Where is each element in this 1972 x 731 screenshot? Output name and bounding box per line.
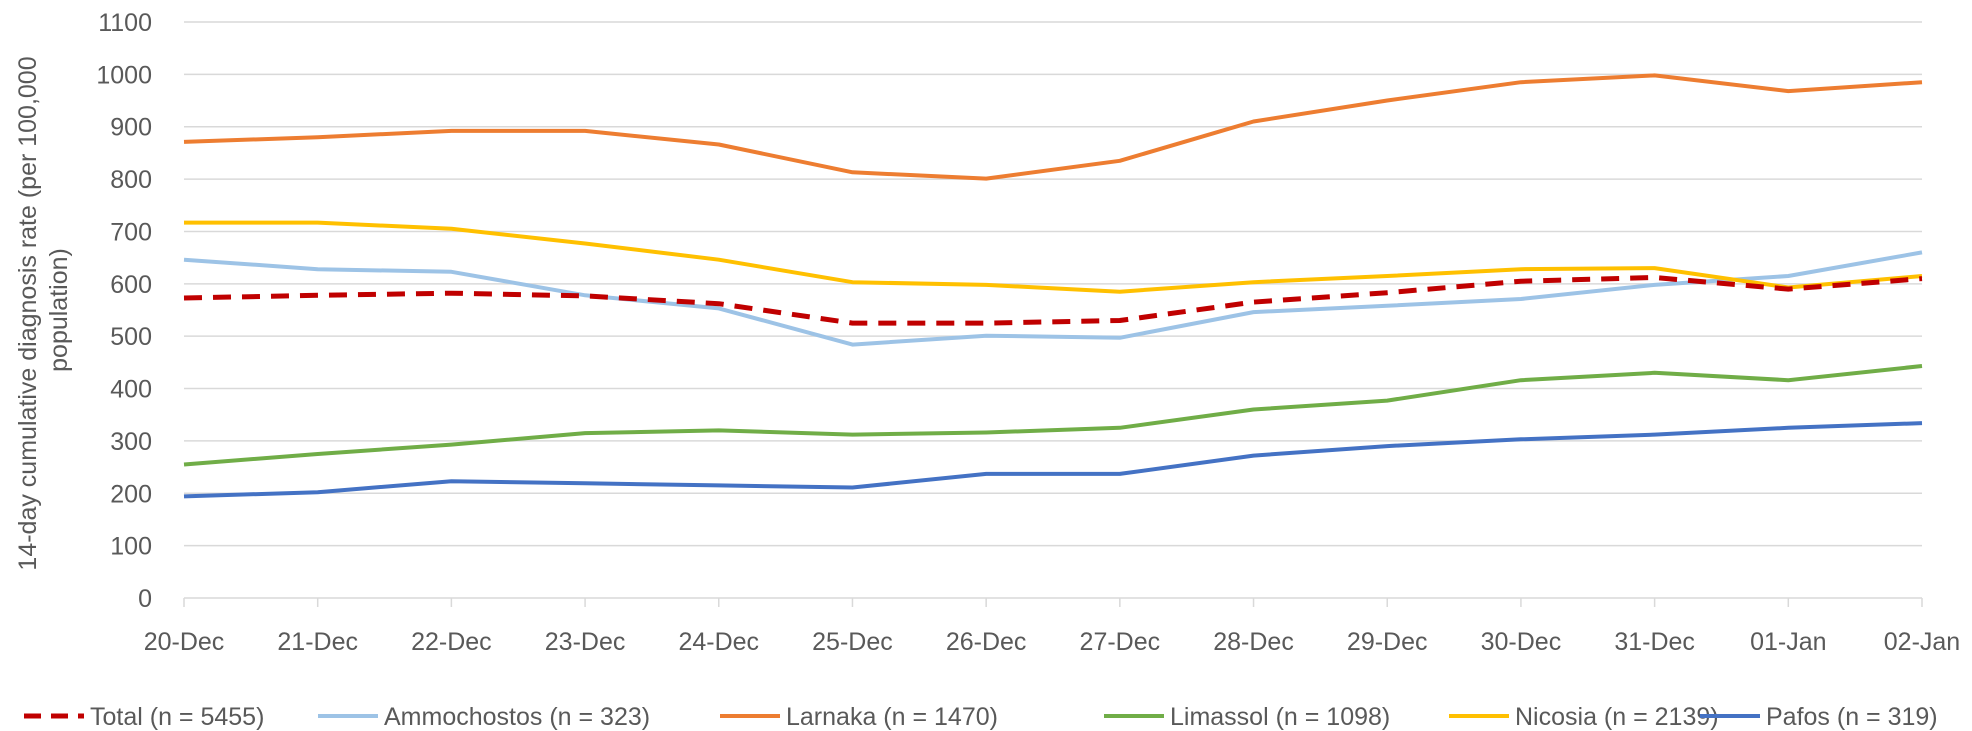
series-line-total [183, 275, 1923, 326]
y-tick-label: 1100 [98, 9, 152, 37]
x-tick-label: 02-Jan [1884, 628, 1960, 656]
legend: Total (n = 5455) Ammochostos (n = 323) Lar… [24, 703, 1938, 731]
legend-label: Larnaka (n = 1470) [786, 703, 998, 731]
x-tick-label: 21-Dec [277, 628, 358, 656]
x-tick-label: 23-Dec [545, 628, 626, 656]
series-lines [183, 73, 1923, 499]
y-tick-label: 600 [110, 271, 152, 299]
y-tick-label: 300 [110, 428, 152, 456]
y-tick-label: 100 [110, 533, 152, 561]
x-tick-label: 22-Dec [411, 628, 492, 656]
legend-label: Pafos (n = 319) [1766, 703, 1938, 731]
y-axis-title-line-1: 14-day cumulative diagnosis rate (per 10… [14, 56, 42, 570]
y-tick-label: 800 [110, 166, 152, 194]
series-line-larnaka [183, 73, 1923, 181]
series-line-pafos [183, 421, 1923, 499]
x-tick-label: 27-Dec [1080, 628, 1161, 656]
x-axis-ticks: 20-Dec 21-Dec 22-Dec 23-Dec 24-Dec 25-Dec 26-D… [144, 598, 1960, 656]
y-axis-title: 14-day cumulative diagnosis rate (per 10… [14, 49, 73, 570]
legend-label: Total (n = 5455) [90, 703, 264, 731]
y-tick-label: 200 [110, 480, 152, 508]
x-tick-label: 25-Dec [812, 628, 893, 656]
x-tick-label: 30-Dec [1481, 628, 1562, 656]
series-line-nicosia [184, 220, 1923, 294]
legend-label: Ammochostos (n = 323) [384, 703, 650, 731]
series-line-limassol [183, 364, 1923, 467]
y-tick-label: 500 [110, 323, 152, 351]
y-axis-ticks: 0 100 200 300 400 500 600 700 800 900 1000 1100 [96, 9, 152, 613]
y-tick-label: 400 [110, 376, 152, 404]
x-tick-label: 28-Dec [1213, 628, 1294, 656]
y-tick-label: 1000 [96, 61, 152, 89]
x-tick-label: 20-Dec [144, 628, 225, 656]
y-axis-title-line-2: population) [45, 248, 73, 372]
legend-label: Limassol (n = 1098) [1170, 703, 1390, 731]
y-tick-label: 900 [110, 114, 152, 142]
x-tick-label: 31-Dec [1614, 628, 1695, 656]
y-tick-label: 700 [110, 218, 152, 246]
x-tick-label: 01-Jan [1750, 628, 1826, 656]
y-tick-label: 0 [138, 585, 152, 613]
x-tick-label: 29-Dec [1347, 628, 1428, 656]
x-tick-label: 24-Dec [678, 628, 759, 656]
series-line-ammochostos [183, 250, 1923, 347]
x-tick-label: 26-Dec [946, 628, 1027, 656]
legend-label: Nicosia (n = 2139) [1515, 703, 1719, 731]
